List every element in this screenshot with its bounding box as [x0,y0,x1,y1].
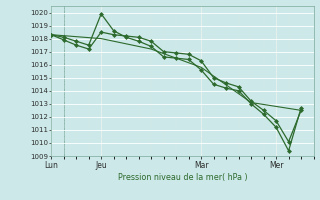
X-axis label: Pression niveau de la mer( hPa ): Pression niveau de la mer( hPa ) [117,173,247,182]
